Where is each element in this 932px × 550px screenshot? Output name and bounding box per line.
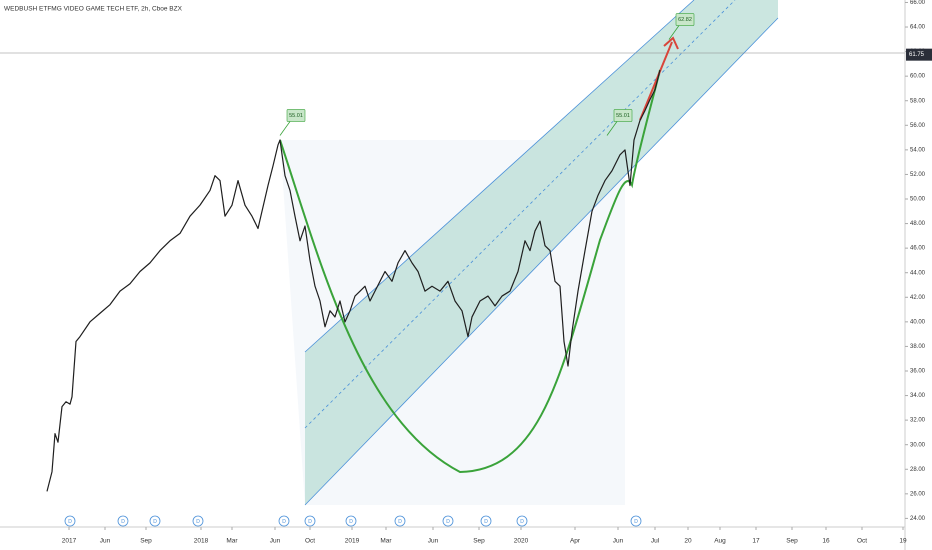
- x-tick-label: 2017: [62, 538, 77, 545]
- dividend-label: D: [349, 519, 353, 525]
- dividend-label: D: [446, 519, 450, 525]
- annotation-pointer: [606, 121, 618, 136]
- x-tick-label: Sep: [140, 538, 152, 545]
- annotation-box: [286, 109, 306, 122]
- y-tick-label: 24.00: [910, 516, 926, 522]
- y-tick-label: 60.00: [910, 74, 926, 80]
- x-tick-label: 2019: [345, 538, 360, 545]
- dividend-marker: [480, 515, 492, 527]
- cup-curve: [279, 69, 661, 474]
- x-tick-label: Aug: [714, 538, 726, 545]
- channel-lower: [304, 17, 779, 506]
- chart-title: WEDBUSH ETFMG VIDEO GAME TECH ETF, 2h, C…: [4, 6, 183, 13]
- x-tick-label: Jun: [270, 538, 281, 545]
- dividend-label: D: [153, 519, 157, 525]
- dividend-marker: [278, 515, 290, 527]
- x-tick-label: 17: [752, 538, 760, 545]
- x-tick-label: Mar: [226, 538, 238, 545]
- y-tick-label: 38.00: [910, 344, 926, 350]
- y-tick-label: 56.00: [910, 123, 926, 129]
- y-tick-label: 44.00: [910, 270, 926, 276]
- y-tick-label: 40.00: [910, 319, 926, 325]
- y-tick-label: 28.00: [910, 467, 926, 473]
- annotation-label: 55.01: [616, 113, 630, 119]
- y-tick-label: 36.00: [910, 369, 926, 375]
- dividend-marker: [630, 515, 642, 527]
- y-tick-label: 46.00: [910, 246, 926, 252]
- y-tick-label: 26.00: [910, 491, 926, 497]
- x-tick-label: Mar: [380, 538, 392, 545]
- dividend-marker: [304, 515, 316, 527]
- x-tick-label: Jun: [428, 538, 439, 545]
- dividend-marker: [149, 515, 161, 527]
- price-line: [46, 69, 661, 492]
- y-tick-label: 50.00: [910, 197, 926, 203]
- last-price-label: 61.75: [909, 52, 925, 58]
- x-tick-label: 19: [899, 538, 907, 545]
- annotation-box: [675, 13, 695, 26]
- x-tick-label: 2018: [194, 538, 209, 545]
- annotation-label: 62.82: [678, 17, 692, 23]
- x-tick-label: 2020: [514, 538, 529, 545]
- y-tick-label: 52.00: [910, 172, 926, 178]
- x-tick-label: Jun: [613, 538, 624, 545]
- dividend-label: D: [634, 519, 638, 525]
- x-tick-label: 20: [684, 538, 692, 545]
- dividend-label: D: [520, 519, 524, 525]
- dividend-marker: [442, 515, 454, 527]
- y-tick-label: 34.00: [910, 393, 926, 399]
- channel-mid: [304, 0, 736, 429]
- channel-upper: [304, 0, 695, 353]
- x-tick-label: Jun: [100, 538, 111, 545]
- x-tick-label: Oct: [857, 538, 867, 545]
- regression-channel: [305, 0, 778, 505]
- x-tick-label: Jul: [651, 538, 660, 545]
- y-tick-label: 30.00: [910, 442, 926, 448]
- annotation-label: 55.01: [289, 113, 303, 119]
- x-tick-label: Sep: [473, 538, 485, 545]
- y-tick-label: 48.00: [910, 221, 926, 227]
- y-tick-label: 54.00: [910, 147, 926, 153]
- dividend-marker: [192, 515, 204, 527]
- y-tick-label: 58.00: [910, 98, 926, 104]
- x-tick-label: 16: [822, 538, 830, 545]
- annotation-pointer: [279, 121, 291, 136]
- dividend-marker: [394, 515, 406, 527]
- dividend-label: D: [398, 519, 402, 525]
- dividend-label: D: [121, 519, 125, 525]
- dividend-marker: [64, 515, 76, 527]
- annotation-box: [613, 109, 633, 122]
- x-tick-label: Apr: [570, 538, 581, 545]
- dividend-label: D: [484, 519, 488, 525]
- dividend-marker: [345, 515, 357, 527]
- y-tick-label: 66.00: [910, 0, 926, 6]
- dividend-marker: [117, 515, 129, 527]
- dividend-marker: [516, 515, 528, 527]
- y-tick-label: 42.00: [910, 295, 926, 301]
- dividend-label: D: [68, 519, 72, 525]
- x-tick-label: Oct: [305, 538, 315, 545]
- dividend-label: D: [282, 519, 286, 525]
- x-tick-label: Sep: [786, 538, 798, 545]
- dividend-label: D: [196, 519, 200, 525]
- arrow-head: [663, 36, 679, 50]
- y-tick-label: 64.00: [910, 25, 926, 31]
- y-tick-label: 32.00: [910, 418, 926, 424]
- projection-arrow: [639, 41, 673, 121]
- dividend-label: D: [308, 519, 312, 525]
- annotation-pointer: [668, 25, 680, 40]
- last-price-box: [906, 48, 932, 61]
